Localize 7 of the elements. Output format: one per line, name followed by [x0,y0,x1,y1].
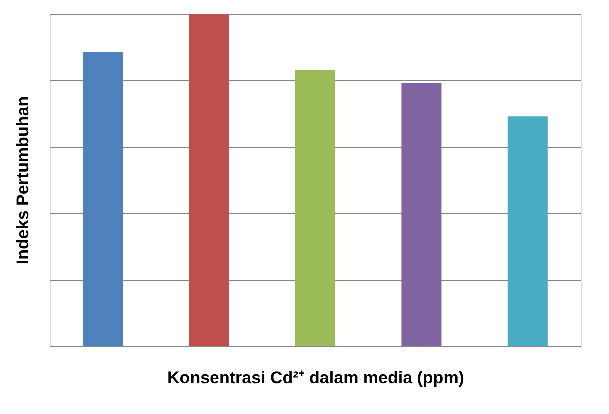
bar [83,52,124,346]
y-axis-title: Indeks Pertumbuhan [14,96,32,265]
bar [296,70,336,346]
bar [508,116,548,346]
bar [402,83,442,346]
x-axis-title: Konsentrasi Cd²⁺ dalam media (ppm) [168,368,464,388]
bar [189,14,230,346]
